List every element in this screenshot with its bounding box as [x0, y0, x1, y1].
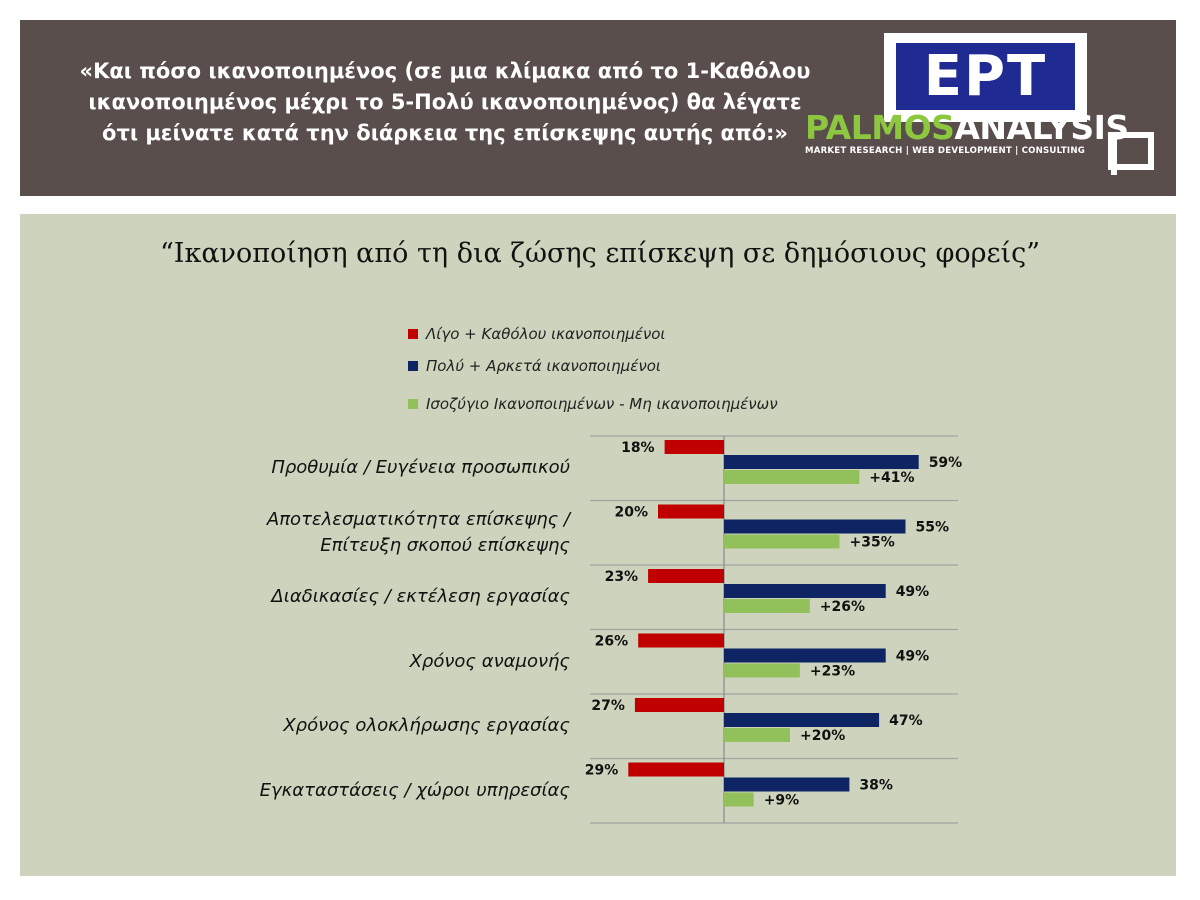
bar	[724, 728, 790, 742]
palmos-analysis-logo: PALMOSANALYSIS MARKET RESEARCH | WEB DEV…	[805, 108, 1129, 157]
palmos-logo-mark-icon	[1108, 132, 1154, 175]
data-label: 23%	[605, 569, 639, 585]
data-label: 55%	[916, 520, 950, 536]
legend-swatch	[408, 329, 418, 339]
palmos-logo-name-part1: PALMOS	[805, 108, 955, 147]
survey-question-line: ότι μείνατε κατά την διάρκεια της επίσκε…	[102, 121, 788, 145]
palmos-logo-name: PALMOSANALYSIS	[805, 108, 1129, 147]
category-label-line: Αποτελεσματικότητα επίσκεψης /	[266, 508, 570, 530]
survey-question: «Και πόσο ικανοποιημένος (σε μια κλίμακα…	[20, 56, 870, 149]
category-label-line: Χρόνος αναμονής	[409, 650, 570, 672]
data-label: 59%	[929, 455, 963, 471]
category-label: Χρόνος ολοκλήρωσης εργασίας	[283, 713, 570, 739]
data-label: 18%	[621, 440, 655, 456]
bar	[724, 584, 886, 598]
data-label: 26%	[595, 634, 629, 650]
bar	[664, 440, 724, 454]
survey-question-line: «Και πόσο ικανοποιημένος (σε μια κλίμακα…	[79, 59, 811, 83]
bar	[724, 777, 850, 792]
bar	[724, 792, 754, 807]
data-label: 49%	[896, 649, 930, 665]
data-label: +41%	[869, 470, 914, 486]
data-label: +9%	[764, 793, 800, 809]
data-label: +26%	[820, 599, 865, 615]
data-label: +23%	[810, 664, 855, 680]
chart-panel	[20, 214, 1176, 876]
data-label: 49%	[896, 584, 930, 600]
category-label-line: Προθυμία / Ευγένεια προσωπικού	[271, 457, 570, 479]
bar	[648, 569, 724, 583]
legend-swatch	[408, 399, 418, 409]
ert-logo-text: ΕΡΤ	[896, 43, 1075, 110]
data-label: 29%	[585, 763, 619, 779]
legend-swatch	[408, 361, 418, 371]
data-label: 20%	[614, 505, 648, 521]
bar	[724, 519, 906, 534]
bar	[724, 534, 840, 549]
category-label: Εγκαταστάσεις / χώροι υπηρεσίας	[260, 778, 570, 804]
bar	[658, 504, 724, 519]
category-label-line: Διαδικασίες / εκτέλεση εργασίας	[271, 586, 570, 608]
legend-item: Πολύ + Αρκετά ικανοποιημένοι	[408, 356, 661, 376]
palmos-logo-name-part2: ANALYSIS	[954, 108, 1129, 147]
legend-item: Ισοζύγιο Ικανοποιημένων - Μη ικανοποιημέ…	[408, 394, 778, 414]
bar	[724, 663, 800, 678]
category-label-line: Επίτευξη σκοπού επίσκεψης	[320, 534, 570, 556]
bar	[724, 648, 886, 663]
data-label: +20%	[800, 728, 845, 744]
legend-item: Λίγο + Καθόλου ικανοποιημένοι	[408, 324, 666, 344]
palmos-logo-tagline: MARKET RESEARCH | WEB DEVELOPMENT | CONS…	[805, 146, 1085, 156]
chart-title: “Ικανοποίηση από τη δια ζώσης επίσκεψη σ…	[159, 238, 1041, 269]
legend-label: Πολύ + Αρκετά ικανοποιημένοι	[426, 357, 661, 375]
category-label: Διαδικασίες / εκτέλεση εργασίας	[271, 584, 570, 610]
data-label: 38%	[859, 778, 893, 794]
data-label: 27%	[591, 698, 625, 714]
legend-label: Λίγο + Καθόλου ικανοποιημένοι	[426, 325, 666, 343]
bar	[724, 470, 860, 484]
ert-logo: ΕΡΤ	[884, 33, 1087, 122]
bar	[724, 599, 810, 613]
category-label: Προθυμία / Ευγένεια προσωπικού	[271, 455, 570, 481]
bar	[634, 698, 724, 712]
data-label: 47%	[889, 713, 923, 729]
bar	[628, 762, 724, 777]
bar	[638, 633, 724, 648]
category-label-line: Χρόνος ολοκλήρωσης εργασίας	[283, 715, 570, 737]
category-label: Χρόνος αναμονής	[410, 649, 570, 675]
data-label: +35%	[850, 535, 895, 551]
category-label-line: Εγκαταστάσεις / χώροι υπηρεσίας	[259, 779, 570, 801]
category-label: Αποτελεσματικότητα επίσκεψης / Επίτευξη σ…	[267, 507, 570, 559]
bar	[724, 713, 880, 727]
survey-question-line: ικανοποιημένος μέχρι το 5-Πολύ ικανοποιη…	[88, 90, 802, 114]
legend-label: Ισοζύγιο Ικανοποιημένων - Μη ικανοποιημέ…	[426, 395, 778, 413]
header-banner: «Και πόσο ικανοποιημένος (σε μια κλίμακα…	[20, 20, 1176, 196]
bar	[724, 455, 919, 469]
